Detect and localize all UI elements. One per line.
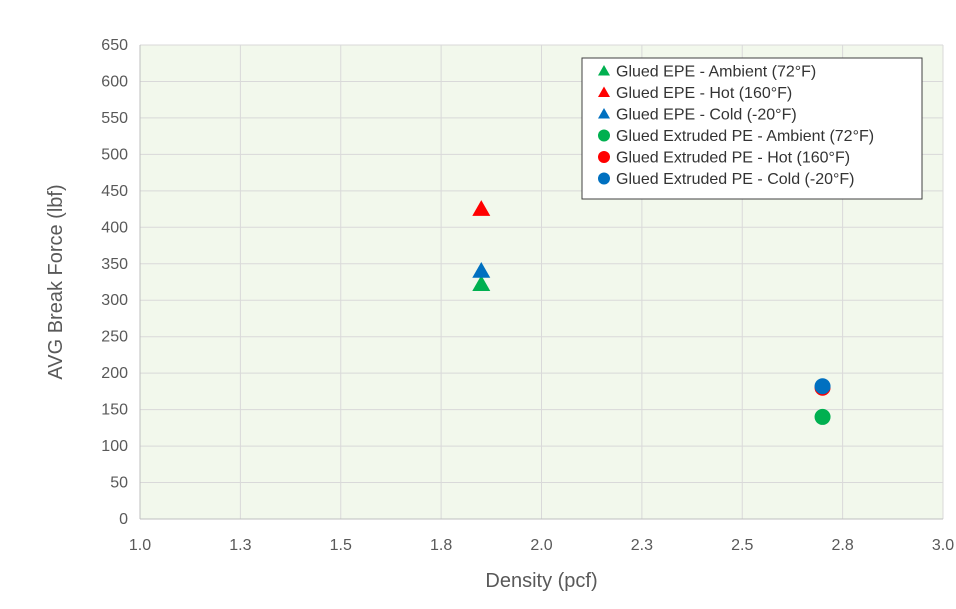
- legend-label: Glued EPE - Hot (160°F): [616, 85, 792, 102]
- x-tick-label: 2.8: [832, 537, 854, 554]
- legend-marker: [598, 65, 610, 76]
- y-tick-label: 300: [101, 292, 128, 309]
- legend-marker: [598, 151, 610, 163]
- y-tick-label: 650: [101, 37, 128, 54]
- data-points: [472, 200, 831, 425]
- gridlines: [140, 44, 944, 519]
- legend-label: Glued EPE - Ambient (72°F): [616, 64, 816, 81]
- legend-box: [581, 57, 923, 200]
- legend-marker: [598, 172, 610, 185]
- y-tick-label: 200: [101, 365, 128, 382]
- x-tick-label: 2.3: [631, 537, 653, 554]
- legend-marker: [598, 108, 610, 119]
- y-tick-label: 0: [119, 511, 128, 528]
- y-tick-label: 450: [101, 183, 128, 200]
- x-axis-title: Density (pcf): [485, 570, 597, 592]
- x-tick-label: 1.8: [430, 537, 452, 554]
- x-tick-label: 1.3: [229, 537, 251, 554]
- y-tick-label: 250: [101, 329, 128, 346]
- y-tick-label: 100: [101, 438, 128, 455]
- data-point: [472, 275, 491, 291]
- y-tick-label: 350: [101, 256, 128, 273]
- data-point: [814, 408, 831, 425]
- y-tick-label: 600: [101, 73, 128, 90]
- legend-label: Glued Extruded PE - Cold (-20°F): [616, 171, 855, 188]
- data-point: [814, 378, 831, 395]
- data-point: [472, 262, 491, 278]
- x-tick-label: 2.0: [530, 537, 552, 554]
- legend: Glued EPE - Ambient (72°F) Glued EPE - Ho…: [581, 57, 923, 200]
- x-tick-label: 2.5: [731, 537, 753, 554]
- axes: [139, 45, 943, 520]
- legend-label: Glued Extruded PE - Ambient (72°F): [616, 128, 874, 145]
- legend-marker: [598, 129, 610, 142]
- y-tick-label: 150: [101, 402, 128, 419]
- y-tick-label: 500: [101, 146, 128, 163]
- x-tick-label: 1.0: [129, 537, 151, 554]
- y-tick-label: 550: [101, 110, 128, 127]
- x-tick-label: 1.5: [330, 537, 352, 554]
- y-axis-title: AVG Break Force (lbf): [45, 184, 67, 379]
- y-tick-label: 400: [101, 219, 128, 236]
- data-point: [472, 200, 491, 216]
- legend-label: Glued EPE - Cold (-20°F): [616, 107, 797, 124]
- tick-labels: 0 50 100 150 200 250 300 350 400 450 500 550 600 650 1…: [101, 37, 954, 554]
- legend-marker: [598, 86, 610, 97]
- legend-label: Glued Extruded PE - Hot (160°F): [616, 150, 850, 167]
- x-tick-label: 3.0: [932, 537, 954, 554]
- y-tick-label: 50: [110, 475, 128, 492]
